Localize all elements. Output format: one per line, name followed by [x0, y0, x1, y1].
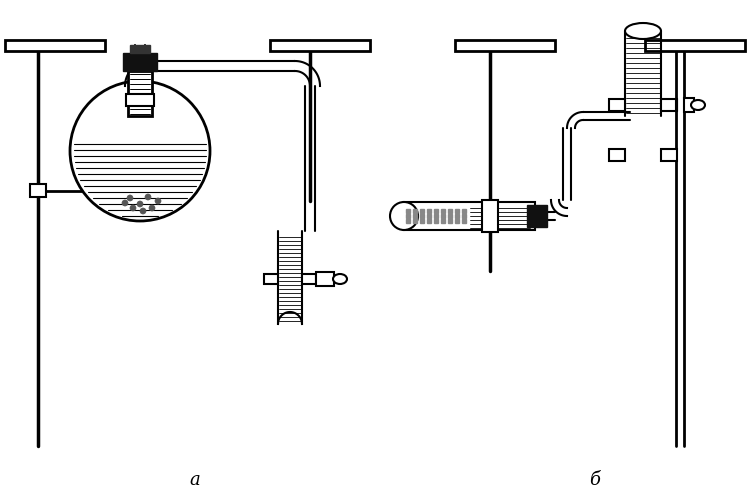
Bar [661, 100, 677, 112]
Bar [609, 150, 625, 162]
Bar [264, 275, 278, 285]
Bar [661, 150, 677, 162]
Ellipse shape [691, 101, 705, 111]
Text: a: a [190, 470, 200, 488]
Bar [676, 101, 677, 111]
Bar [316, 273, 334, 287]
Bar [123, 54, 157, 72]
Bar [302, 275, 316, 285]
Bar [527, 205, 547, 227]
Circle shape [127, 195, 133, 201]
Bar [455, 41, 555, 52]
Bar [684, 99, 694, 113]
Bar [5, 41, 105, 52]
Bar [30, 185, 46, 197]
Circle shape [122, 200, 128, 206]
Ellipse shape [390, 202, 418, 230]
Bar [128, 72, 152, 117]
Ellipse shape [625, 24, 661, 40]
Circle shape [137, 201, 143, 207]
Circle shape [145, 194, 151, 200]
Circle shape [155, 198, 161, 204]
Text: б: б [589, 470, 601, 488]
Bar [609, 100, 625, 112]
Circle shape [70, 82, 210, 221]
Ellipse shape [333, 275, 347, 285]
Circle shape [149, 205, 155, 211]
Circle shape [140, 208, 146, 214]
Circle shape [130, 205, 136, 211]
Bar [90, 185, 106, 198]
Bar [404, 202, 535, 230]
Bar [645, 41, 745, 52]
Bar [270, 41, 370, 52]
Bar [130, 46, 150, 54]
Bar [482, 200, 498, 232]
Bar [126, 95, 154, 107]
